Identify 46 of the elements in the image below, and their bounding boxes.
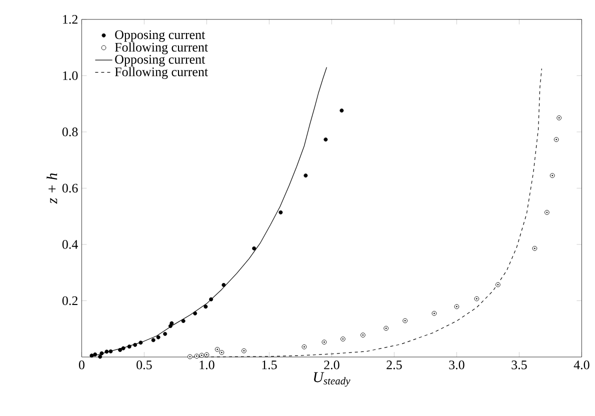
point [181,318,186,323]
point [163,332,168,336]
point [133,342,138,347]
point [138,340,143,345]
point [98,354,102,359]
x-tick-label: 4.0 [574,360,590,370]
point [121,346,126,350]
legend-label: Following current [114,67,208,79]
point [304,174,308,178]
point [151,338,156,342]
x-tick-label: 2.5 [386,360,402,370]
x-tick-label: 3.0 [449,360,464,370]
x-tick-label: 3.5 [512,360,527,370]
point [278,210,283,214]
y-tick-label: 0.2 [62,296,78,306]
point [204,304,208,309]
x-tick-label: 2.0 [324,360,340,370]
point [209,297,214,302]
y-tick-label: 0.4 [62,240,78,249]
point [193,311,198,316]
point [156,335,160,340]
point [252,246,256,250]
x-tick-label: 0 [78,360,84,370]
point [170,321,174,326]
x-axis-title: U$_{steady}$ [314,372,350,387]
y-tick-label: 1.2 [63,15,78,24]
y-axis-title: z + h [46,173,58,204]
y-tick-label: 0.6 [62,184,78,193]
legend-label: Opposing current [115,30,206,42]
x-tick-label: 1.5 [262,360,277,370]
y-tick-label: 1.0 [63,71,78,80]
point [340,108,344,113]
point [324,138,328,142]
point [93,352,98,356]
point [222,282,226,287]
point [127,344,132,349]
point [108,349,113,354]
point [100,351,104,356]
point [118,348,122,352]
x-tick-label: 0.5 [136,360,152,370]
legend-label: Following current [114,42,208,54]
point [104,350,109,354]
y-tick-label: 0.8 [62,128,78,136]
point [90,354,94,358]
x-tick-label: 1.0 [200,360,214,370]
legend-label: Opposing current [115,54,206,66]
